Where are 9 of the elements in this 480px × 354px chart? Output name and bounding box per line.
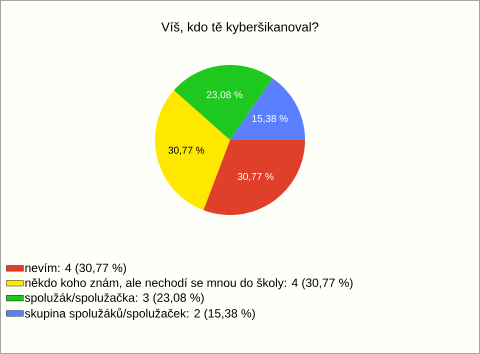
legend-label: spolužák/spolužačka: 3 (23,08 %) [24, 292, 204, 304]
data-label: 23,08 % [206, 91, 243, 100]
data-label: 30,77 % [168, 146, 204, 155]
legend-label: nevím: 4 (30,77 %) [25, 263, 126, 274]
data-label: 30,77 % [238, 172, 274, 182]
legend-label: skupina spolužáků/spolužaček: 2 (15,38 %) [24, 308, 255, 320]
data-label: 15,38 % [252, 114, 288, 124]
legend-label: někdo koho znám, ale nechodí se mnou do školy: 4 (30,77 %) [25, 278, 353, 290]
chart-title: Víš, kdo tě kyberšikanoval? [161, 22, 318, 34]
